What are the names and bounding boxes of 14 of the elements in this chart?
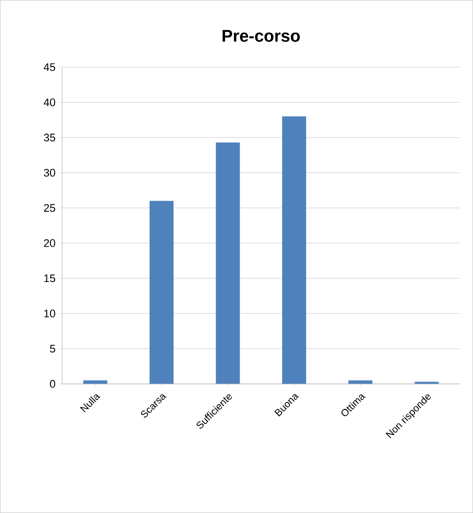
y-tick-label: 15 [44, 274, 56, 282]
y-tick-label: 5 [50, 344, 56, 353]
y-tick-label: 25 [44, 204, 56, 212]
bar [150, 200, 174, 384]
y-tick-label: 0 [50, 380, 56, 388]
y-tick-label: 35 [44, 134, 56, 142]
y-tick-label: 20 [44, 239, 56, 247]
chart-title: Pre-corso [222, 30, 300, 42]
y-tick-label: 40 [44, 98, 56, 106]
y-tick-label: 10 [44, 310, 56, 318]
y-tick-label: 30 [44, 168, 56, 177]
bar [216, 142, 240, 384]
bar [282, 116, 306, 384]
y-tick-label: 45 [44, 63, 56, 71]
